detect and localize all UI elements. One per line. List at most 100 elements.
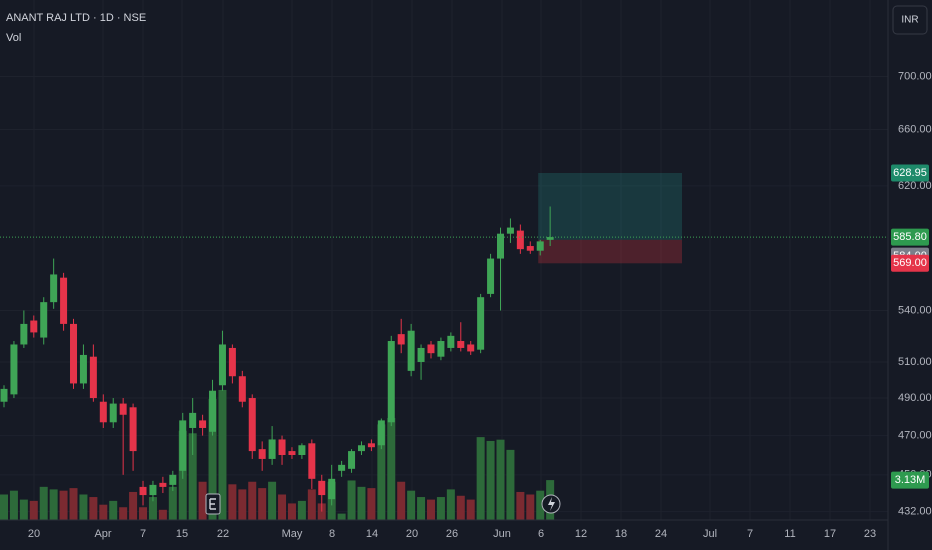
volume-bar — [9, 490, 18, 520]
volume-bar — [387, 418, 396, 520]
volume-bar — [218, 389, 227, 520]
x-tick-label: 14 — [366, 528, 378, 540]
volume-legend: Vol — [6, 32, 21, 44]
volume-bar — [129, 491, 138, 520]
candle-body — [169, 474, 177, 485]
volume-bar — [39, 486, 48, 520]
candle-body — [50, 274, 58, 303]
x-tick-label: 18 — [615, 528, 627, 540]
candle-body — [70, 323, 78, 384]
candle-body — [318, 480, 326, 496]
volume-bar — [188, 433, 197, 520]
current-price-label: 585.80 — [893, 231, 927, 243]
volume-bar — [347, 480, 356, 520]
candle-body — [189, 412, 197, 428]
y-tick-label: 700.00 — [898, 70, 932, 82]
dividend-icon[interactable] — [541, 494, 561, 514]
volume-bar — [89, 497, 98, 520]
candle-body — [417, 347, 425, 362]
volume-bar — [367, 488, 376, 520]
volume-bar — [317, 503, 326, 520]
volume-bar — [526, 494, 535, 520]
target-zone — [538, 172, 682, 240]
volume-bar — [19, 499, 28, 520]
x-tick-label: 20 — [28, 528, 40, 540]
candle-body — [0, 388, 8, 402]
volume-bar — [158, 509, 167, 520]
candle-body — [99, 401, 107, 423]
x-tick-label: 22 — [217, 528, 229, 540]
x-tick-label: Apr — [94, 528, 111, 540]
candle-body — [218, 344, 226, 386]
volume-label-bg — [891, 471, 929, 489]
candle-body — [209, 390, 217, 432]
candle-body — [506, 227, 514, 234]
stop-price-label: 569.00 — [893, 257, 927, 269]
candle-body — [89, 356, 97, 399]
candle-body — [288, 451, 296, 455]
candle-body — [10, 344, 18, 395]
current-price-label-bg — [891, 228, 929, 246]
x-tick-label: 26 — [446, 528, 458, 540]
event-glyph[interactable] — [548, 497, 555, 511]
candle-body — [20, 323, 28, 345]
candle-body — [149, 484, 157, 496]
volume-bar — [456, 495, 465, 520]
volume-bar — [59, 490, 68, 520]
candle-body — [278, 439, 286, 455]
x-tick-label: 24 — [655, 528, 667, 540]
volume-value-label: 3.13M — [895, 474, 926, 486]
target-price-label-bg — [891, 164, 929, 182]
candle-body — [109, 403, 117, 423]
volume-bar — [258, 488, 267, 520]
volume-bar — [238, 489, 247, 520]
x-tick-label: Jun — [493, 528, 511, 540]
volume-bar — [109, 500, 118, 520]
volume-bar — [516, 491, 525, 520]
volume-bar — [486, 440, 495, 520]
volume-bar — [407, 490, 416, 520]
candle-body — [248, 398, 256, 452]
candle-body — [487, 258, 495, 294]
volume-bar — [99, 504, 108, 520]
volume-bar — [248, 481, 257, 520]
x-tick-label: 12 — [575, 528, 587, 540]
earnings-icon[interactable] — [205, 493, 221, 515]
volume-bar — [297, 500, 306, 520]
candle-body — [516, 230, 524, 250]
volume-bar — [79, 494, 88, 520]
x-tick-label: 6 — [538, 528, 544, 540]
volume-bar — [377, 424, 386, 520]
candle-body — [40, 302, 48, 338]
x-tick-label: 20 — [406, 528, 418, 540]
grid — [0, 0, 888, 520]
x-tick-label: 7 — [140, 528, 146, 540]
candle-body — [179, 420, 187, 471]
candle-body — [60, 277, 68, 324]
candle-body — [427, 344, 435, 354]
candle-body — [447, 335, 455, 348]
y-tick-label: 620.00 — [898, 180, 932, 192]
volume-bar — [208, 398, 217, 520]
volume-bar — [139, 507, 148, 520]
volume-bar — [337, 513, 346, 520]
candle-body — [139, 486, 147, 496]
candle-body — [397, 334, 405, 345]
volume-bar — [476, 437, 485, 520]
volume-bar — [198, 481, 207, 520]
volume-bar — [268, 481, 277, 520]
currency-label[interactable]: INR — [901, 15, 918, 26]
earnings-glyph[interactable] — [209, 498, 216, 510]
candle-body — [387, 341, 395, 423]
volume-bar — [426, 499, 435, 520]
currency-button[interactable] — [892, 5, 928, 35]
candle-body — [238, 376, 246, 402]
candle-body — [377, 420, 385, 446]
x-tick-label: 8 — [329, 528, 335, 540]
volume-bar — [307, 489, 316, 520]
candle-body — [457, 341, 465, 348]
candle-body — [258, 449, 266, 459]
